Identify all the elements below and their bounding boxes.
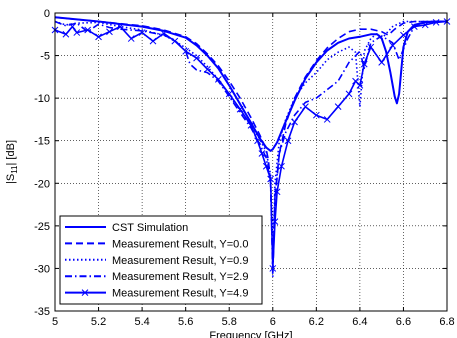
x-marker [69,23,76,30]
y-axis-label: |S11| [dB] [5,140,19,184]
y-tick-label: -35 [34,306,50,318]
x-marker [302,103,309,111]
legend-entry-label: CST Simulation [112,222,188,234]
x-marker [432,19,440,26]
x-marker [171,37,179,45]
x-marker [84,26,92,34]
x-tick-label: 5.4 [134,316,149,328]
y-tick-label: -15 [34,136,50,148]
x-marker [95,33,102,41]
x-marker [182,47,190,55]
series-group [51,18,451,272]
x-marker [225,90,233,98]
x-marker [410,23,418,30]
x-marker [400,31,407,39]
y-tick-label: 0 [44,8,50,20]
x-marker [73,29,81,36]
x-marker [106,28,113,36]
plot-frame [54,12,448,312]
x-marker [254,137,261,145]
x-marker [278,162,285,170]
x-tick-label: 5.8 [222,316,237,328]
x-marker [267,175,274,183]
series-line [54,16,447,152]
x-marker [138,29,146,36]
x-tick-label: 6 [270,316,276,328]
x-marker [367,43,375,51]
legend-entry-label: Measurement Result, Y=4.9 [112,288,248,300]
x-marker [204,65,211,73]
x-tick-label: 5.2 [91,316,106,328]
y-tick-label: -10 [34,93,50,105]
x-marker [62,30,70,38]
x-marker [284,137,292,145]
x-marker [334,103,342,111]
x-axis-label: Frequency [GHz] [209,330,292,338]
x-marker [421,21,429,29]
x-marker [356,82,364,89]
x-marker [273,188,281,196]
x-marker [389,42,396,49]
x-marker [271,218,279,225]
x-marker [236,105,244,113]
y-axis-label-main: |S [5,174,17,184]
x-tick-label: 5.6 [178,316,193,328]
x-marker [312,111,320,119]
y-tick-label: -20 [34,178,50,190]
plot-lines [51,16,451,278]
x-tick-label: 6.4 [352,316,367,328]
x-marker [258,150,266,157]
x-marker [127,35,135,42]
x-marker [269,265,277,272]
legend-entry-label: Measurement Result, Y=0.0 [112,238,248,250]
y-axis-label-tail: | [dB] [5,140,17,165]
x-marker [81,289,89,296]
x-marker [262,162,270,170]
x-marker [378,59,386,66]
x-marker [193,54,200,62]
legend: CST Simulation Measurement Result, Y=0.0 M… [59,215,263,305]
x-tick-label: 6.2 [309,316,324,328]
y-tick-label: -25 [34,221,50,233]
x-marker [214,76,222,83]
x-marker [360,60,368,68]
y-tick-label: -30 [34,263,50,275]
x-marker [323,116,331,123]
x-marker [160,30,168,37]
series-line [54,16,447,268]
series-line [54,20,448,270]
legend-entry-label: Measurement Result, Y=0.9 [112,255,248,267]
x-marker [149,37,157,45]
x-tick-label: 6.6 [396,316,411,328]
axis-ticks: 5 5.2 5.4 5.6 5.8 6 6.2 6.4 6.6 6.8 0 -5 -10 -15 -20 -2… [34,8,455,328]
x-tick-label: 5 [52,316,58,328]
legend-entry-label: Measurement Result, Y=2.9 [112,271,248,283]
y-tick-label: -5 [40,51,50,63]
series-group [54,16,447,152]
series-group [54,16,447,268]
x-tick-label: 6.8 [439,316,454,328]
y-axis-label-subscript: 11 [10,165,19,174]
x-marker [116,23,124,30]
x-marker [247,122,255,129]
x-marker [291,118,298,126]
x-marker [345,90,353,98]
